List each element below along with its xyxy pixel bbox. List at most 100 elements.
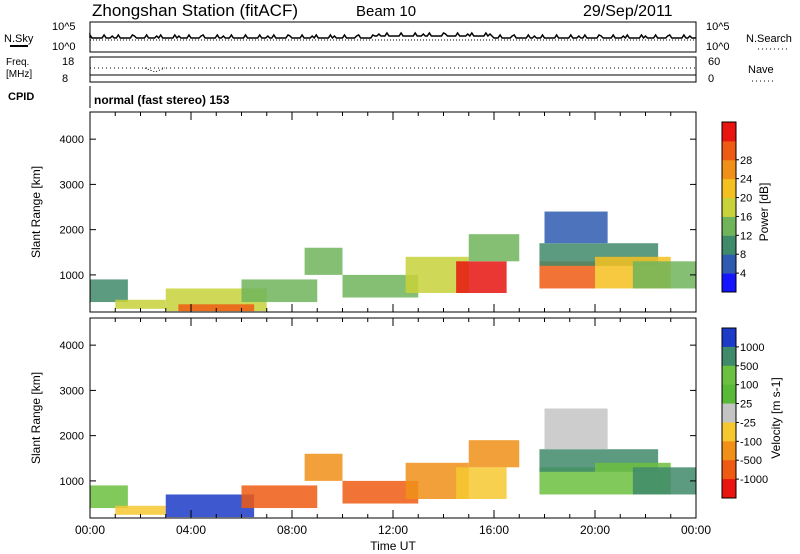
nsky-tick-bottom: 10^0 <box>52 41 76 53</box>
power-colorbar-label: Power [dB] <box>757 183 771 242</box>
velocity-colorbar-label-5: -100 <box>740 436 762 448</box>
velocity-xtick-label-1: 04:00 <box>176 523 206 537</box>
velocity-colorbar-swatch-1 <box>722 346 736 367</box>
velocity-colorbar-swatch-6 <box>722 441 736 461</box>
nsky-line <box>89 31 696 40</box>
velocity-colorbar-swatch-0 <box>722 328 736 348</box>
velocity-region-8 <box>468 440 520 468</box>
velocity-ytick-label-2: 3000 <box>60 385 84 397</box>
nave-tick-top: 60 <box>708 56 720 68</box>
power-region-6 <box>342 274 419 298</box>
velocity-colorbar-swatch-3 <box>722 384 736 405</box>
cpid-label: CPID <box>8 91 34 103</box>
power-region-9 <box>468 234 520 262</box>
velocity-ylabel: Slant Range [km] <box>29 372 43 464</box>
power-colorbar-swatch-5 <box>722 178 736 199</box>
power-colorbar-swatch-0 <box>722 273 736 293</box>
velocity-ytick-label-1: 2000 <box>60 431 84 443</box>
power-ytick-label-0: 1000 <box>60 270 84 282</box>
power-region-3 <box>178 304 255 312</box>
velocity-region-13 <box>632 467 696 495</box>
power-ytick-label-1: 2000 <box>60 225 84 237</box>
power-y-axis: 1000 2000 3000 4000 <box>60 134 696 282</box>
power-data <box>90 211 696 312</box>
nsearch-tick-top: 10^5 <box>706 21 730 33</box>
freq-panel: Freq. [MHz] 18 8 60 0 Nave <box>6 56 774 85</box>
power-region-13 <box>544 211 608 244</box>
nsearch-label: N.Search <box>746 33 792 45</box>
power-colorbar: 4 8 12 16 20 24 28 <box>721 121 752 293</box>
power-panel: 1000 2000 3000 4000 Slant Range [km] 4 8 12 16… <box>29 111 771 313</box>
power-colorbar-label-5: 24 <box>740 174 752 186</box>
date-label: 29/Sep/2011 <box>583 3 673 20</box>
power-colorbar-label-6: 28 <box>740 155 752 167</box>
freq-dip <box>144 67 166 73</box>
nave-label: Nave <box>748 64 774 76</box>
velocity-colorbar-label-0: 1000 <box>740 342 764 354</box>
nsearch-tick-bottom: 10^0 <box>706 41 730 53</box>
velocity-xtick-label-0: 00:00 <box>75 523 105 537</box>
velocity-colorbar-swatch-5 <box>722 422 736 442</box>
power-colorbar-swatch-4 <box>722 197 736 217</box>
power-region-8 <box>456 261 507 293</box>
power-region-4 <box>241 279 318 303</box>
velocity-colorbar-label-2: 100 <box>740 380 758 392</box>
freq-trace <box>90 67 696 76</box>
power-colorbar-swatch-2 <box>722 235 736 255</box>
power-colorbar-label-4: 20 <box>740 193 752 205</box>
velocity-panel: 1000 2000 3000 4000 00:00 04:00 08:00 12:00 16:… <box>29 317 783 537</box>
power-colorbar-label-1: 8 <box>740 249 746 261</box>
cpid-panel: CPID normal (fast stereo) 153 <box>8 86 230 108</box>
velocity-region-5 <box>342 480 419 504</box>
power-colorbar-swatch-7 <box>722 140 736 161</box>
velocity-region-3 <box>241 485 318 509</box>
velocity-colorbar-swatch-7 <box>722 460 736 480</box>
beam-label: Beam 10 <box>356 3 416 20</box>
power-colorbar-label-3: 16 <box>740 211 752 223</box>
power-region-14 <box>632 261 696 289</box>
freq-unit: [MHz] <box>6 69 32 80</box>
freq-tick-bottom: 8 <box>62 73 68 85</box>
velocity-colorbar-label-1: 500 <box>740 361 758 373</box>
velocity-colorbar-frame <box>721 327 737 499</box>
velocity-xtick-label-4: 16:00 <box>479 523 509 537</box>
velocity-region-7 <box>456 467 507 499</box>
velocity-xtick-label-6: 00:00 <box>681 523 711 537</box>
velocity-colorbar-label: Velocity [m s-1] <box>769 377 783 458</box>
velocity-xtick-label-3: 12:00 <box>378 523 408 537</box>
power-region-5 <box>304 247 343 275</box>
velocity-colorbar-label-7: -1000 <box>740 474 768 486</box>
power-colorbar-swatch-3 <box>722 216 736 236</box>
velocity-colorbar: 1000 500 100 25 -25 -100 -500 -1000 <box>721 327 768 499</box>
chart-title: Zhongshan Station (fitACF) <box>92 1 298 20</box>
x-axis-label: Time UT <box>370 539 416 553</box>
velocity-region-4 <box>304 453 343 481</box>
velocity-xtick-label-2: 08:00 <box>277 523 307 537</box>
nsky-trace <box>89 31 696 41</box>
power-colorbar-swatch-8 <box>722 122 736 142</box>
power-ytick-label-2: 3000 <box>60 179 84 191</box>
power-colorbar-swatch-1 <box>722 254 736 274</box>
velocity-colorbar-label-4: -25 <box>740 417 756 429</box>
power-colorbar-label-2: 12 <box>740 230 752 242</box>
velocity-ytick-label-0: 1000 <box>60 476 84 488</box>
velocity-region-2 <box>165 494 255 518</box>
velocity-region-0 <box>90 485 128 509</box>
power-ytick-label-3: 4000 <box>60 134 84 146</box>
velocity-colorbar-swatch-2 <box>722 365 736 386</box>
velocity-y-axis: 1000 2000 3000 4000 <box>60 340 696 488</box>
power-x-axis <box>89 112 697 312</box>
freq-tick-top: 18 <box>62 56 74 68</box>
nsky-tick-top: 10^5 <box>52 21 76 33</box>
power-region-0 <box>90 279 128 303</box>
velocity-data <box>90 408 696 518</box>
freq-label: Freq. <box>6 57 29 68</box>
nsky-label: N.Sky <box>4 33 34 45</box>
power-colorbar-swatch-6 <box>722 159 736 180</box>
velocity-x-axis: 00:00 04:00 08:00 12:00 16:00 20:00 00:00 <box>75 318 711 537</box>
velocity-xtick-label-5: 20:00 <box>580 523 610 537</box>
velocity-ytick-label-3: 4000 <box>60 340 84 352</box>
velocity-colorbar-swatch-4 <box>722 403 736 423</box>
power-colorbar-label-0: 4 <box>740 268 746 280</box>
nave-tick-bottom: 0 <box>708 73 714 85</box>
